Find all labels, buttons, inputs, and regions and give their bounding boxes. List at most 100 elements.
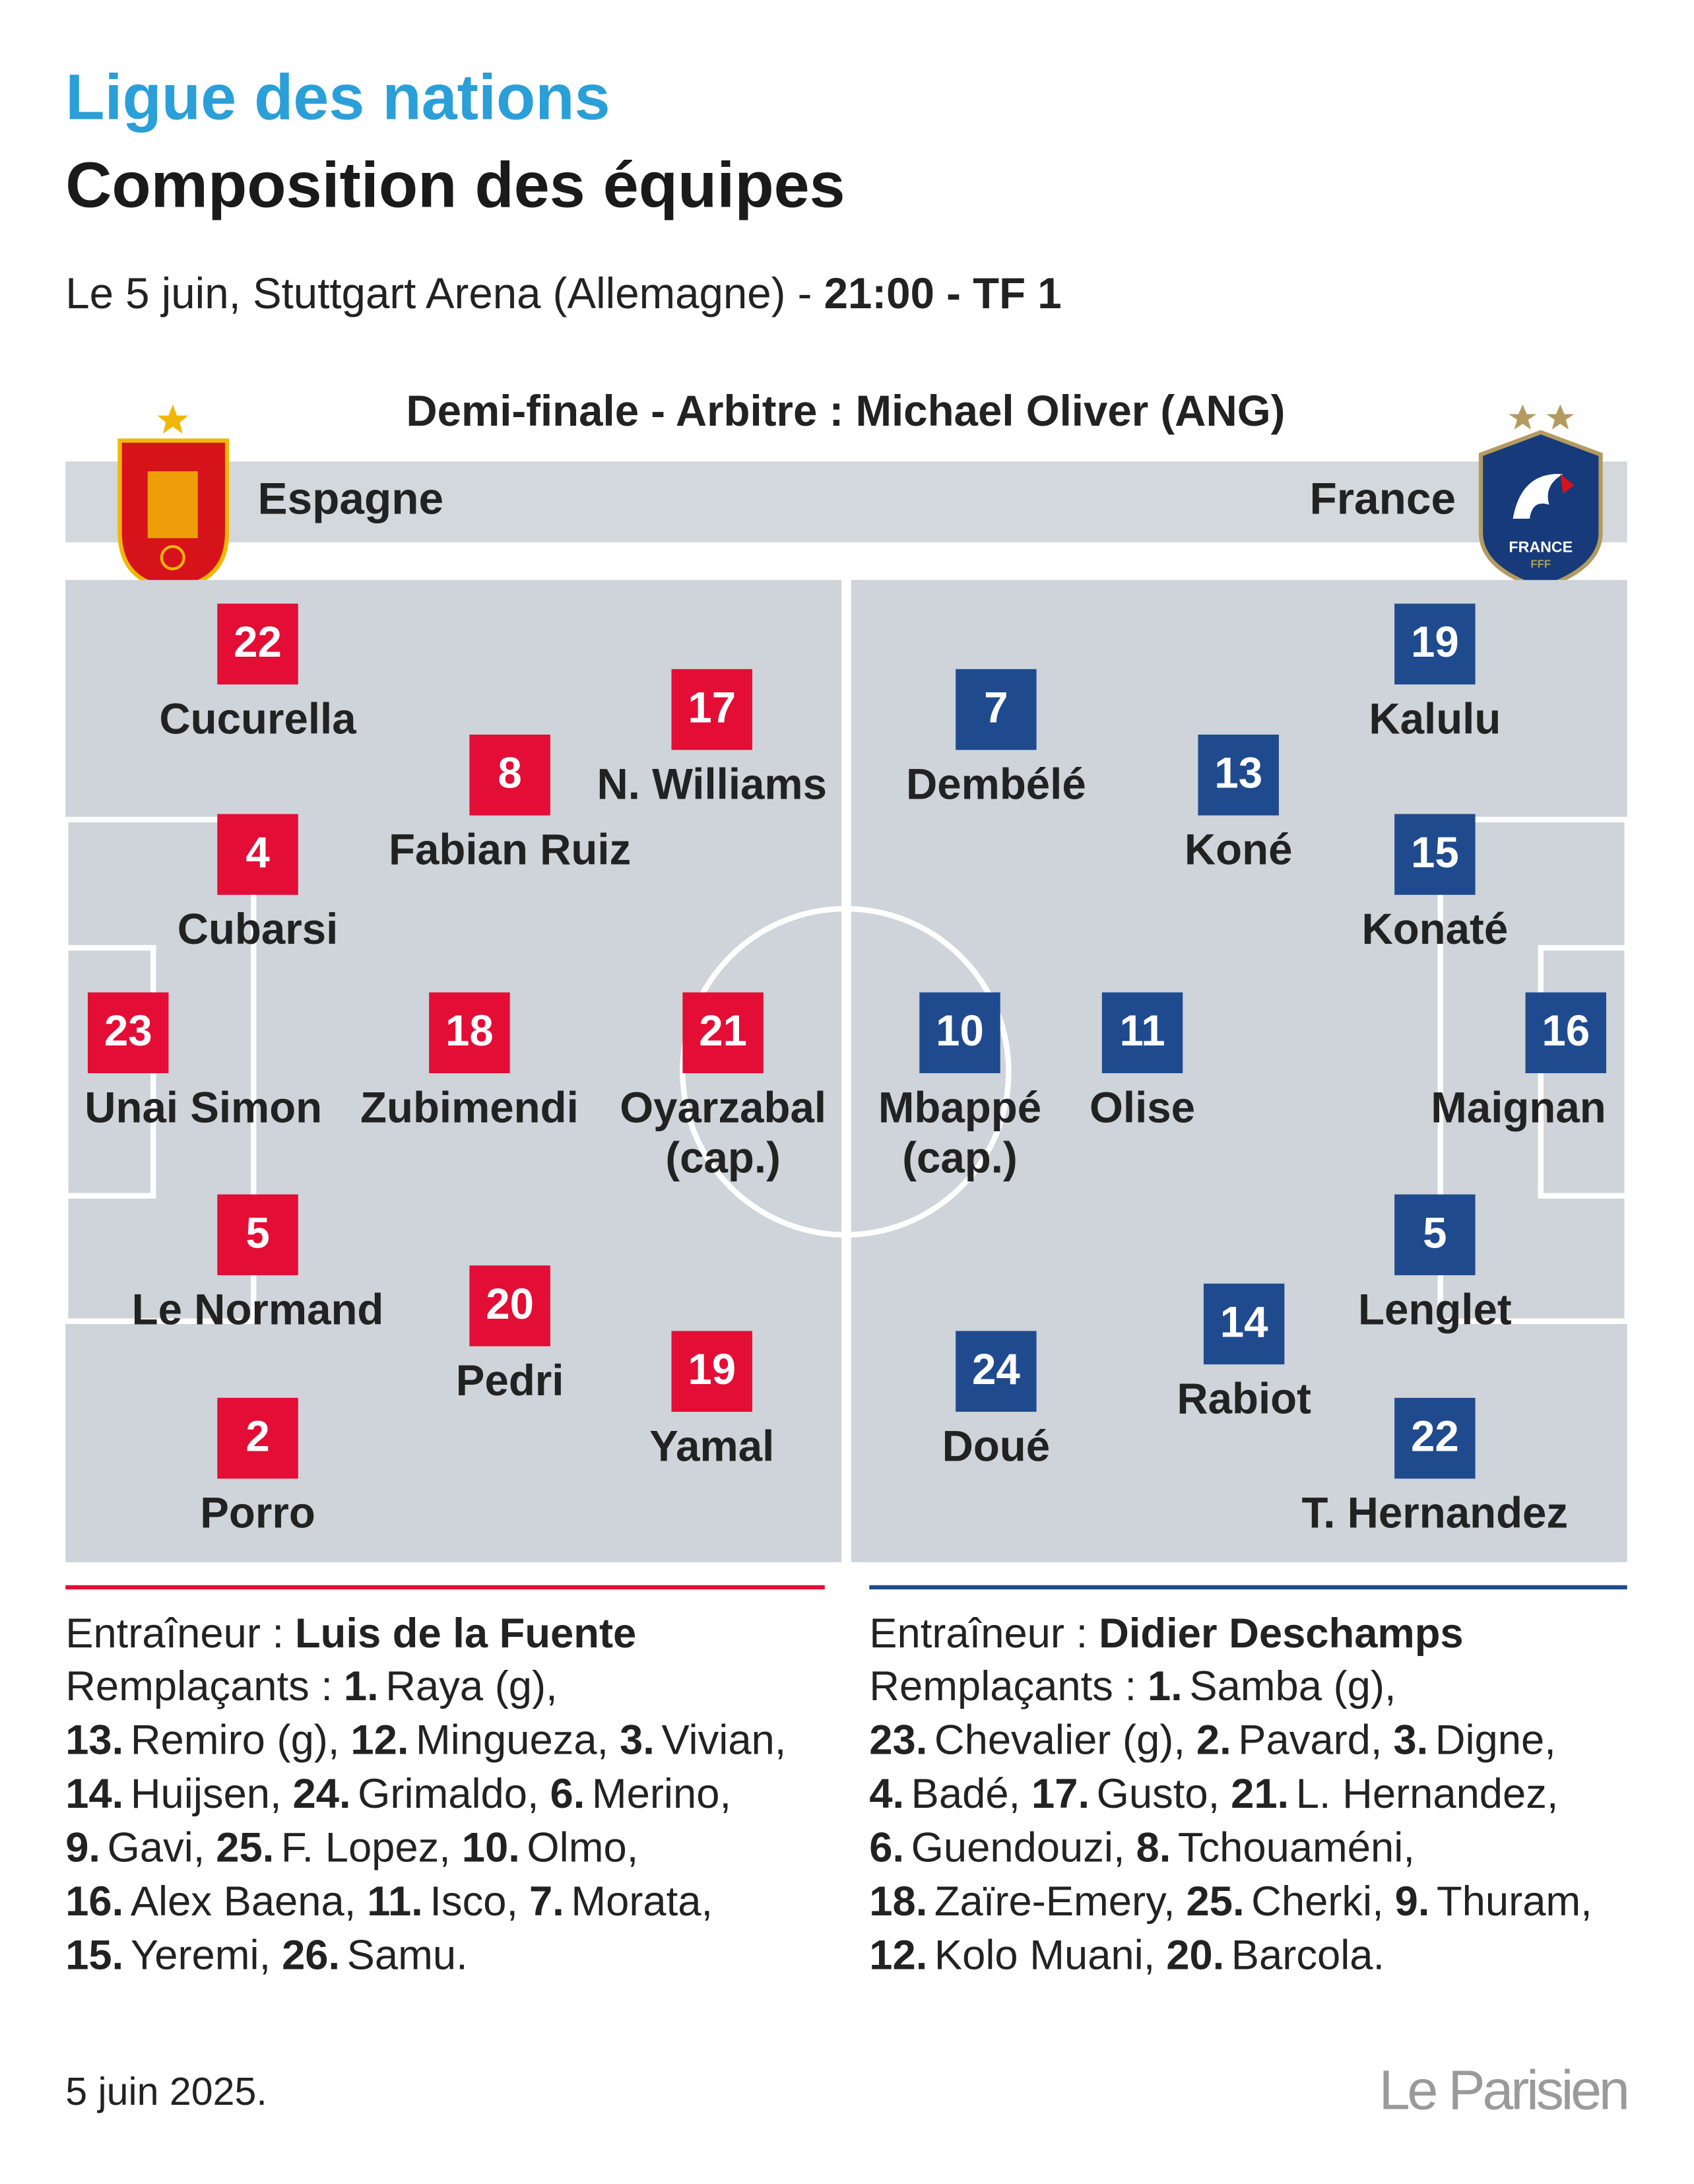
subtitle: Le 5 juin, Stuttgart Arena (Allemagne) -… [65, 269, 1061, 317]
sub-name: Yeremi, [131, 1932, 271, 1978]
coach: Entraîneur : Didier Deschamps [869, 1610, 1463, 1657]
player-name: Zubimendi [360, 1083, 579, 1131]
number-box [1394, 814, 1476, 895]
player-name: T. Hernandez [1302, 1489, 1569, 1537]
player-name: Cucurella [159, 694, 356, 743]
number-box [682, 992, 764, 1074]
player-number: 20 [486, 1280, 534, 1328]
sub-number: 2. [1196, 1717, 1231, 1763]
match-info: Demi-finale - Arbitre : Michael Oliver (… [406, 387, 1285, 435]
coach: Entraîneur : Luis de la Fuente [65, 1610, 636, 1657]
team-band [65, 461, 1627, 543]
player-number: 17 [688, 683, 736, 731]
sub-name: Olmo, [527, 1824, 638, 1870]
sub-name: Barcola. [1231, 1932, 1385, 1978]
sub-name: Isco, [430, 1878, 518, 1925]
sub-name: L. Hernandez, [1296, 1771, 1559, 1817]
player-name: Fabian Ruiz [389, 826, 631, 874]
player-name: Porro [200, 1489, 315, 1537]
sub-name: Mingueza, [416, 1717, 608, 1763]
coach-name: Luis de la Fuente [295, 1610, 636, 1657]
coach-label: Entraîneur : [65, 1610, 284, 1657]
sub-name: Digne, [1435, 1717, 1556, 1763]
sub-name: Kolo Muani, [934, 1932, 1155, 1978]
captain: (cap.) [902, 1133, 1018, 1181]
number-box [1394, 1397, 1476, 1479]
player-number: 8 [498, 749, 521, 797]
sub-number: 18. [869, 1878, 927, 1925]
number-box [956, 1331, 1037, 1412]
sub-name: Zaïre-Emery, [934, 1878, 1175, 1925]
player-number: 18 [445, 1007, 494, 1055]
sub-number: 1. [1148, 1663, 1183, 1709]
sub-name: Huijsen, [131, 1771, 282, 1817]
sub-name: Samba (g), [1189, 1663, 1396, 1709]
sub-number: 24. [293, 1771, 351, 1817]
sub-number: 12. [869, 1932, 927, 1978]
sub-name: Cherki, [1251, 1878, 1384, 1925]
player-number: 19 [688, 1345, 736, 1393]
team-name: Espagne [258, 474, 444, 523]
sub-name: Gusto, [1097, 1771, 1220, 1817]
sub-name: F. Lopez, [281, 1824, 451, 1870]
player-number: 14 [1220, 1298, 1268, 1346]
number-box [469, 1265, 550, 1346]
substitutes-line: 9. Gavi, 25. F. Lopez, 10. Olmo, [65, 1824, 638, 1870]
sub-number: 9. [65, 1824, 100, 1870]
sub-number: 3. [620, 1717, 655, 1763]
number-box [217, 1194, 298, 1276]
sub-name: Pavard, [1238, 1717, 1382, 1763]
subtitle-text: Le 5 juin, Stuttgart Arena (Allemagne) - [65, 269, 824, 317]
player-name: Olise [1090, 1083, 1195, 1131]
sub-name: Morata, [571, 1878, 713, 1925]
player-number: 5 [245, 1208, 269, 1257]
number-box [919, 992, 1000, 1074]
sub-name: Chevalier (g), [934, 1717, 1185, 1763]
player-number: 24 [972, 1345, 1020, 1393]
player-name: Yamal [649, 1422, 774, 1470]
sub-number: 6. [550, 1771, 585, 1817]
player-number: 7 [984, 683, 1008, 731]
badge-text: FRANCE [1509, 538, 1573, 555]
sub-number: 16. [65, 1878, 123, 1925]
title: Composition des équipes [65, 149, 845, 220]
player-name: Lenglet [1358, 1285, 1512, 1333]
substitutes-line: 6. Guendouzi, 8. Tchouaméni, [869, 1824, 1415, 1870]
sub-number: 25. [1187, 1878, 1245, 1925]
sub-number: 11. [367, 1878, 423, 1925]
france-crest: FRANCE FFF [1478, 404, 1603, 591]
player-name: Rabiot [1177, 1374, 1311, 1422]
player-name: Oyarzabal [620, 1083, 826, 1131]
player-number: 5 [1423, 1208, 1447, 1257]
coach-label: Entraîneur : [869, 1610, 1088, 1657]
team-name: France [1309, 474, 1456, 523]
number-box [217, 603, 298, 685]
substitutes-line: Remplaçants : 1. Samba (g), [869, 1663, 1396, 1709]
number-box [1394, 603, 1476, 685]
sub-number: 21. [1231, 1771, 1289, 1817]
sub-number: 4. [869, 1771, 904, 1817]
player-number: 2 [245, 1412, 269, 1460]
number-box [1394, 1194, 1476, 1276]
player-number: 22 [1411, 1412, 1459, 1460]
number-box [671, 1331, 752, 1412]
player-name: Doué [942, 1422, 1051, 1470]
kicker: Ligue des nations [65, 61, 610, 133]
player-name: Unai Simon [84, 1083, 322, 1131]
sub-name: Alex Baena, [131, 1878, 356, 1925]
number-box [956, 669, 1037, 750]
number-box [671, 669, 752, 750]
player-name: Cubarsi [178, 905, 339, 953]
number-box [1198, 735, 1279, 816]
number-box [1525, 992, 1607, 1074]
player-name: Konaté [1361, 905, 1508, 953]
sub-name: Guendouzi, [911, 1824, 1125, 1870]
substitutes-line: Remplaçants :1. Raya (g), [65, 1663, 557, 1709]
sub-name: Remiro (g), [131, 1717, 340, 1763]
player-number: 11 [1119, 1007, 1165, 1055]
footer-logo: Le Parisien [1379, 2059, 1627, 2121]
player-name: Mbappé [878, 1083, 1041, 1131]
sub-number: 26. [282, 1932, 340, 1978]
